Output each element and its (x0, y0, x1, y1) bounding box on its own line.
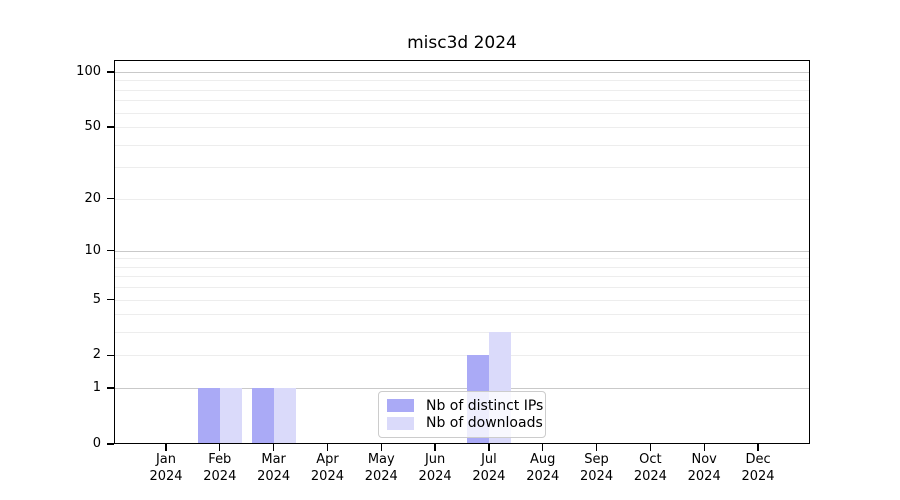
x-tick-month: Jun (424, 452, 446, 467)
legend-label-downloads: Nb of downloads (426, 415, 543, 432)
x-tick-year: 2024 (203, 468, 237, 484)
x-tick-label-dec: Dec 2024 (728, 452, 788, 485)
y-gridline-major (114, 250, 810, 252)
x-tick-mark (757, 444, 759, 451)
y-tick-label: 0 (92, 436, 101, 451)
y-tick-mark (107, 443, 114, 445)
x-tick-month: Mar (261, 452, 286, 467)
x-tick-label-jan: Jan 2024 (136, 452, 196, 485)
y-tick-label: 2 (92, 347, 101, 363)
legend-item-downloads: Nb of downloads (387, 415, 543, 433)
x-tick-label-apr: Apr 2024 (297, 452, 357, 485)
y-tick-mark (107, 249, 114, 252)
y-gridline-minor (114, 314, 810, 316)
y-gridline-minor (114, 355, 810, 357)
y-tick-mark (107, 298, 114, 301)
bar-downloads-mar (273, 388, 296, 444)
y-gridline-minor (114, 198, 810, 200)
y-gridline-minor (114, 126, 810, 128)
y-gridline-minor (114, 332, 810, 334)
x-tick-year: 2024 (472, 468, 506, 484)
x-tick-month: Aug (530, 452, 556, 467)
x-tick-mark (326, 444, 329, 451)
x-tick-label-feb: Feb 2024 (190, 452, 250, 485)
plot-frame (114, 60, 810, 444)
legend-item-distinct-ips: Nb of distinct IPs (387, 397, 543, 415)
x-tick-label-aug: Aug 2024 (513, 452, 573, 485)
y-gridline-minor (114, 266, 810, 268)
x-tick-mark (434, 444, 436, 451)
bar-downloads-feb (219, 388, 242, 444)
x-tick-mark (165, 444, 167, 451)
x-tick-mark (595, 444, 598, 451)
x-tick-label-jul: Jul 2024 (459, 452, 519, 485)
y-gridline-minor (114, 100, 810, 102)
y-tick-label: 100 (76, 63, 101, 79)
y-gridline-major (114, 388, 810, 390)
x-tick-mark (488, 444, 490, 451)
x-tick-year: 2024 (580, 468, 614, 484)
y-gridline-minor (114, 80, 810, 82)
x-tick-year: 2024 (741, 468, 775, 484)
y-gridline-minor (114, 144, 810, 146)
x-tick-label-sep: Sep 2024 (567, 452, 627, 485)
x-tick-year: 2024 (364, 468, 398, 484)
y-tick-mark (107, 197, 114, 200)
x-tick-month: Feb (208, 452, 232, 467)
y-gridline-minor (114, 299, 810, 301)
x-tick-year: 2024 (257, 468, 291, 484)
x-tick-year: 2024 (526, 468, 560, 484)
y-tick-mark (107, 126, 114, 128)
y-gridline-minor (114, 287, 810, 289)
y-tick-label: 1 (92, 380, 101, 396)
x-tick-label-jun: Jun 2024 (405, 452, 465, 485)
y-gridline-major (114, 71, 810, 73)
chart-title: misc3d 2024 (407, 33, 517, 53)
legend-swatch-downloads (387, 416, 414, 430)
y-gridline-minor (114, 276, 810, 278)
bar-ips-feb (197, 388, 220, 444)
x-tick-month: Sep (584, 452, 609, 467)
x-tick-month: Jan (155, 452, 177, 467)
x-tick-month: Jul (481, 452, 497, 467)
bar-ips-mar (251, 388, 274, 444)
y-tick-mark (107, 387, 114, 389)
legend-swatch-distinct-ips (387, 399, 414, 413)
x-tick-year: 2024 (418, 468, 452, 484)
y-tick-label: 10 (84, 242, 101, 258)
x-tick-label-oct: Oct 2024 (620, 452, 680, 485)
x-tick-month: Oct (639, 452, 662, 467)
y-tick-label: 5 (92, 291, 101, 307)
y-gridline-minor (114, 258, 810, 260)
x-tick-month: Nov (691, 452, 717, 467)
x-tick-mark (219, 444, 221, 451)
y-gridline-minor (114, 167, 810, 169)
x-tick-label-mar: Mar 2024 (244, 452, 304, 485)
legend-label-distinct-ips: Nb of distinct IPs (426, 397, 544, 414)
x-tick-month: Dec (745, 452, 771, 467)
x-tick-mark (542, 444, 544, 451)
x-tick-month: Apr (316, 452, 339, 467)
y-tick-label: 50 (84, 118, 101, 134)
x-tick-label-nov: Nov 2024 (674, 452, 734, 485)
plot-area: Nb of distinct IPs Nb of downloads (114, 60, 810, 444)
y-tick-mark (107, 71, 114, 73)
x-tick-mark (272, 444, 275, 451)
y-gridline-minor (114, 89, 810, 91)
y-tick-mark (107, 354, 114, 357)
y-gridline-minor (114, 112, 810, 114)
x-tick-mark (649, 444, 652, 451)
x-tick-month: May (367, 452, 395, 467)
legend: Nb of distinct IPs Nb of downloads (378, 391, 546, 438)
x-tick-label-may: May 2024 (351, 452, 411, 485)
x-tick-year: 2024 (310, 468, 344, 484)
x-tick-mark (703, 444, 705, 451)
x-tick-year: 2024 (633, 468, 667, 484)
x-tick-year: 2024 (149, 468, 183, 484)
x-tick-mark (380, 444, 382, 451)
x-tick-year: 2024 (687, 468, 721, 484)
y-tick-label: 20 (84, 190, 101, 206)
